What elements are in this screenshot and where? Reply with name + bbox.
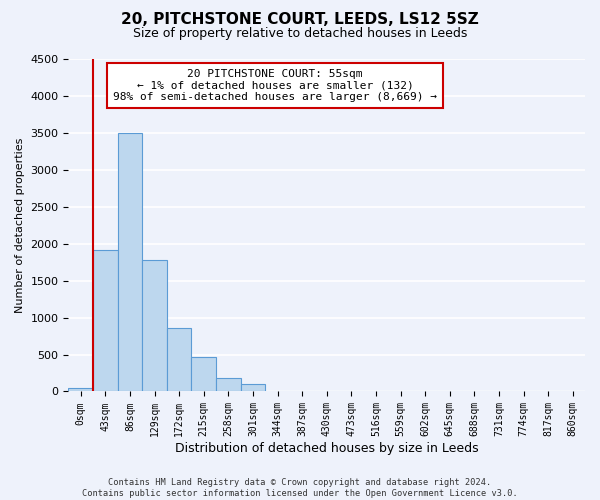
Text: Contains HM Land Registry data © Crown copyright and database right 2024.
Contai: Contains HM Land Registry data © Crown c… <box>82 478 518 498</box>
Text: 20 PITCHSTONE COURT: 55sqm
← 1% of detached houses are smaller (132)
98% of semi: 20 PITCHSTONE COURT: 55sqm ← 1% of detac… <box>113 69 437 102</box>
Bar <box>191 358 216 392</box>
Bar <box>142 260 167 392</box>
Bar <box>241 384 265 392</box>
Y-axis label: Number of detached properties: Number of detached properties <box>15 138 25 313</box>
Text: 20, PITCHSTONE COURT, LEEDS, LS12 5SZ: 20, PITCHSTONE COURT, LEEDS, LS12 5SZ <box>121 12 479 28</box>
Bar <box>93 250 118 392</box>
X-axis label: Distribution of detached houses by size in Leeds: Distribution of detached houses by size … <box>175 442 479 455</box>
Bar <box>216 378 241 392</box>
Bar <box>167 328 191 392</box>
Bar <box>68 388 93 392</box>
Text: Size of property relative to detached houses in Leeds: Size of property relative to detached ho… <box>133 28 467 40</box>
Bar <box>118 133 142 392</box>
